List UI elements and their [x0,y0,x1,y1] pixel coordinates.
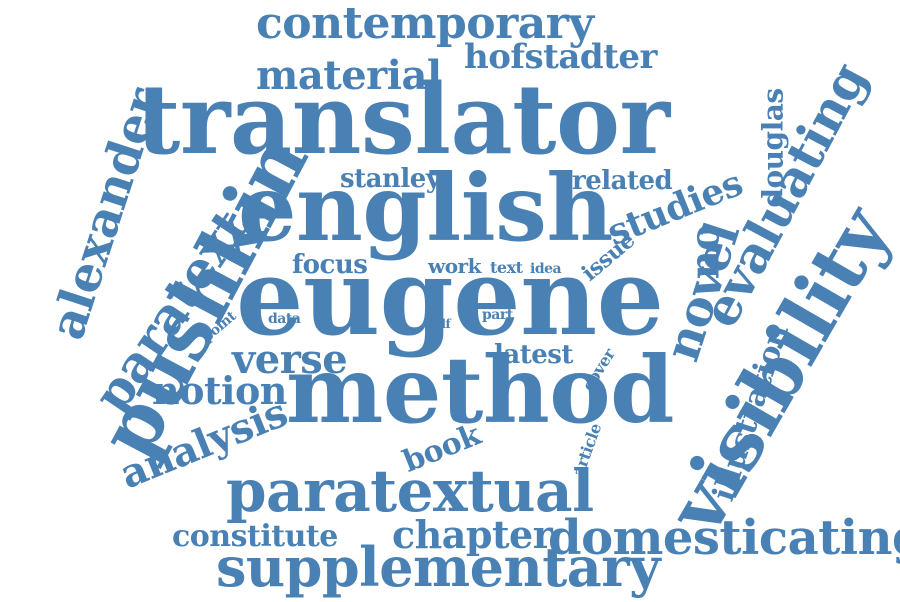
word-eugene: eugene [236,234,664,359]
word-data: data [268,311,301,327]
word-verse: verse [232,336,348,383]
word-focus: focus [292,250,368,280]
word-related: related [572,166,673,196]
word-self: self [428,317,451,331]
word-contemporary: contemporary [256,0,594,49]
word-domesticating: domesticating [548,510,900,566]
word-hofstadter: hofstadter [464,37,657,77]
word-part: part [482,307,513,323]
word-constitute: constitute [172,519,338,554]
word-work: work [428,254,481,278]
word-stanley: stanley [340,164,441,194]
word-english: english [238,154,613,262]
word-latest: latest [494,340,573,370]
word-no: no [681,224,729,280]
word-translator: translator [136,63,670,176]
word-text: text [490,258,523,277]
word-douglas: douglas [756,88,790,208]
word-material: material [256,52,442,99]
word-idea: idea [530,261,562,277]
word-paratextual: paratextual [226,457,594,525]
word-notion: notion [152,368,287,413]
word-chapter: chapter [392,512,553,557]
word-supplementary: supplementary [216,535,661,599]
word-method: method [286,336,674,444]
